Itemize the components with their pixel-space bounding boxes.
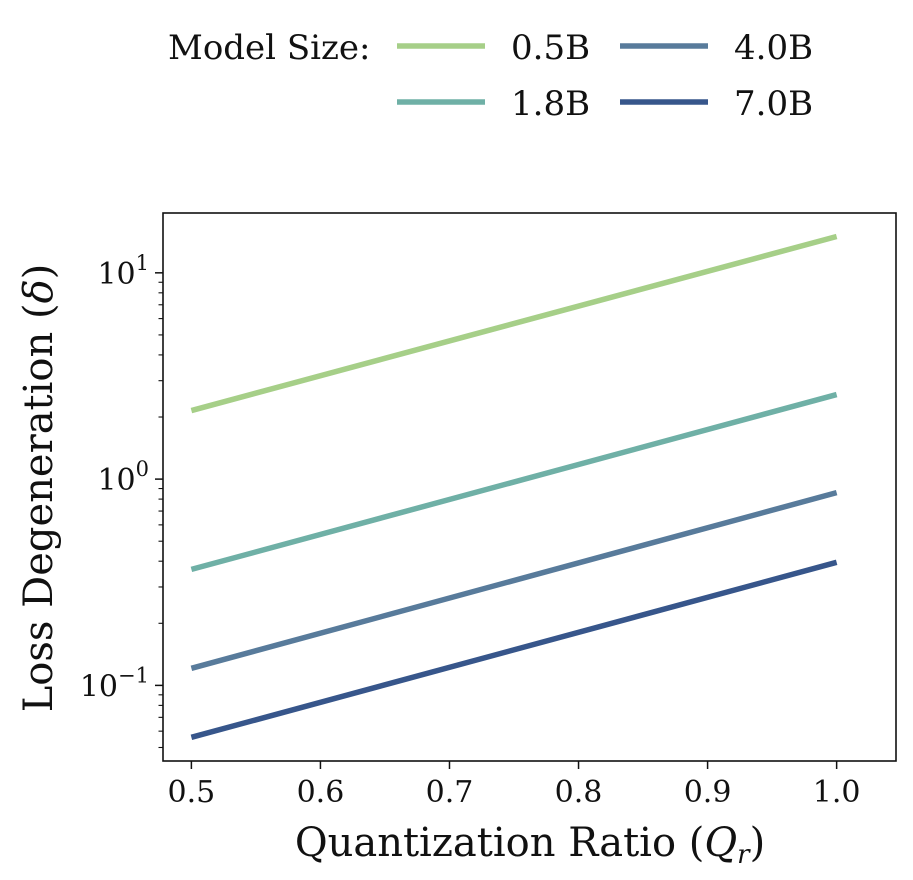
y-tick-label: 10−1 <box>80 663 149 704</box>
x-tick-label: 0.7 <box>426 775 474 810</box>
y-axis-label: Loss Degeneration (δ) <box>16 264 62 713</box>
x-tick-labels: 0.5 0.6 0.7 0.8 0.9 1.0 <box>168 775 861 810</box>
legend-label-7-0B: 7.0B <box>734 84 813 124</box>
legend-label-4-0B: 4.0B <box>734 28 813 68</box>
series-layer <box>190 233 838 740</box>
legend-label-1-8B: 1.8B <box>511 84 590 124</box>
y-tick-label: 101 <box>97 251 149 292</box>
y-tick-labels: 101 100 10−1 <box>80 251 149 705</box>
x-axis-label: Quantization Ratio (Qr) <box>295 820 765 870</box>
series-line-0-5B <box>190 233 838 414</box>
legend-label-0-5B: 0.5B <box>511 28 590 68</box>
legend: Model Size: 0.5B 1.8B 4.0B 7.0B <box>168 28 813 124</box>
x-tick-label: 1.0 <box>813 775 861 810</box>
series-line-1-8B <box>190 391 838 573</box>
series-line-4-0B <box>190 489 838 671</box>
x-tick-label: 0.9 <box>684 775 732 810</box>
x-tick-label: 0.5 <box>168 775 216 810</box>
x-tick-label: 0.8 <box>555 775 603 810</box>
y-tick-label: 100 <box>97 457 149 498</box>
legend-title: Model Size: <box>168 28 371 68</box>
plot-frame <box>162 212 897 762</box>
series-line-7-0B <box>190 559 838 740</box>
x-tick-label: 0.6 <box>297 775 345 810</box>
